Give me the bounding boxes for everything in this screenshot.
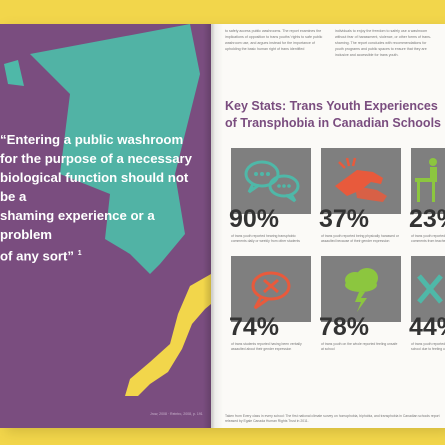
x-mark-icon [417,274,443,304]
yellow-squiggle-shape [125,274,211,396]
stat-icon-panel [321,256,401,322]
book-gutter-shadow [203,24,223,428]
left-page-decoration [4,24,211,396]
stat-description: of trans youth reported hearing transpho… [411,234,445,243]
stat-percent: 23% [409,205,445,233]
quote-line: biological function should not be a [0,170,189,204]
quote-line: shaming experience or a problem [0,208,155,242]
right-page: to safely access public washrooms. The r… [211,24,445,428]
title-line: Key Stats: Trans Youth Experiences [225,99,438,113]
stat-description: of trans youth reported being more likel… [411,342,445,351]
stat-description: of trans youth reported being physically… [321,234,399,243]
stat-percent: 37% [319,205,370,233]
stat-percent: 90% [229,205,280,233]
stat-percent: 44% [409,313,445,341]
intro-column-1: to safely access public washrooms. The r… [225,29,323,51]
left-page-footer: Jrow, 2008 · Reintro, 2008, p. 191 [150,412,203,416]
stat-icon-panel [411,148,445,214]
stat-description: of trans youth on the whole reported fee… [321,342,398,351]
source-footnote: Taken from Every class in every school: … [225,414,440,423]
pull-quote: “Entering a public washroom for the purp… [0,130,205,265]
teacher-at-desk-icon [415,158,437,202]
stat-description: of trans students reported having been v… [231,342,302,351]
stat-percent: 78% [319,313,370,341]
grabbing-hand-icon [335,157,387,202]
storm-cloud-icon [345,268,378,312]
key-stats-title: Key Stats: Trans Youth Experiences of Tr… [225,98,445,132]
stat-percent: 74% [229,313,280,341]
title-line: of Transphobia in Canadian Schools [225,116,441,130]
quote-line: “Entering a public washroom [0,132,184,147]
stat-icon-panel [411,256,445,322]
teal-fragment-shape [4,60,24,86]
quote-line: of any sort” 1 [0,244,205,265]
speech-bubble-icon [251,271,291,310]
stat-icon-panel [231,148,311,214]
left-page: “Entering a public washroom for the purp… [0,24,211,428]
intro-column-2: individuals to enjoy the freedom to safe… [335,29,432,57]
stat-icon-panel [321,148,401,214]
quote-footnote: 1 [77,250,82,257]
speech-bubbles-icon [244,160,300,203]
quote-line-text: of any sort” [0,248,75,264]
stat-description: of trans youth reported hearing transpho… [231,234,300,243]
teal-blob-shape [30,24,200,274]
stat-icon-panel [231,256,311,322]
quote-line: for the purpose of a necessary [0,151,193,166]
open-book-spread: “Entering a public washroom for the purp… [0,24,445,428]
